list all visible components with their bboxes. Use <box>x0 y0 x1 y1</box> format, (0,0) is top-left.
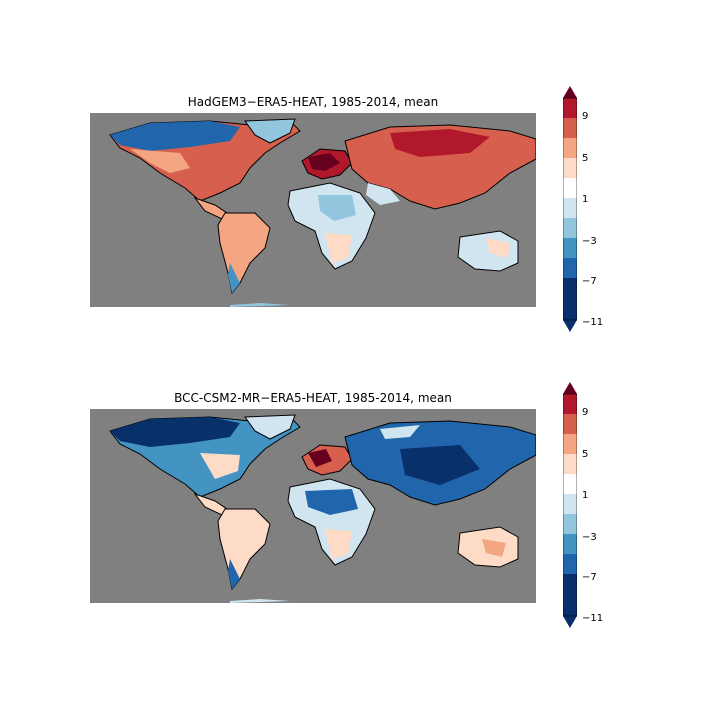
panel1-tick-5: 5 <box>582 153 589 164</box>
panel1-tick-9: 9 <box>582 111 589 122</box>
australia-land <box>457 230 519 272</box>
panel2-title: BCC-CSM2-MR−ERA5-HEAT, 1985-2014, mean <box>174 391 452 405</box>
greenland-land <box>244 414 296 440</box>
panel2-map <box>90 409 536 603</box>
panel1-title: HadGEM3−ERA5-HEAT, 1985-2014, mean <box>187 95 439 109</box>
panel1-tick-1: 1 <box>582 194 589 205</box>
panel2-tick-m7: −7 <box>582 572 597 583</box>
panel2-tick-m11: −11 <box>582 613 604 624</box>
asia-land <box>344 124 536 210</box>
panel2-colorbar <box>562 382 578 628</box>
panel2-tick-9: 9 <box>582 407 589 418</box>
panel2-tick-m3: −3 <box>582 532 597 543</box>
panel1-map <box>90 113 536 307</box>
panel2-tick-1: 1 <box>582 490 589 501</box>
panel1-tick-m11: −11 <box>582 317 604 328</box>
greenland-land <box>244 118 296 144</box>
panel1-tick-m7: −7 <box>582 276 597 287</box>
panel1-colorbar <box>562 86 578 332</box>
panel2-tick-5: 5 <box>582 449 589 460</box>
panel1-tick-m3: −3 <box>582 236 597 247</box>
